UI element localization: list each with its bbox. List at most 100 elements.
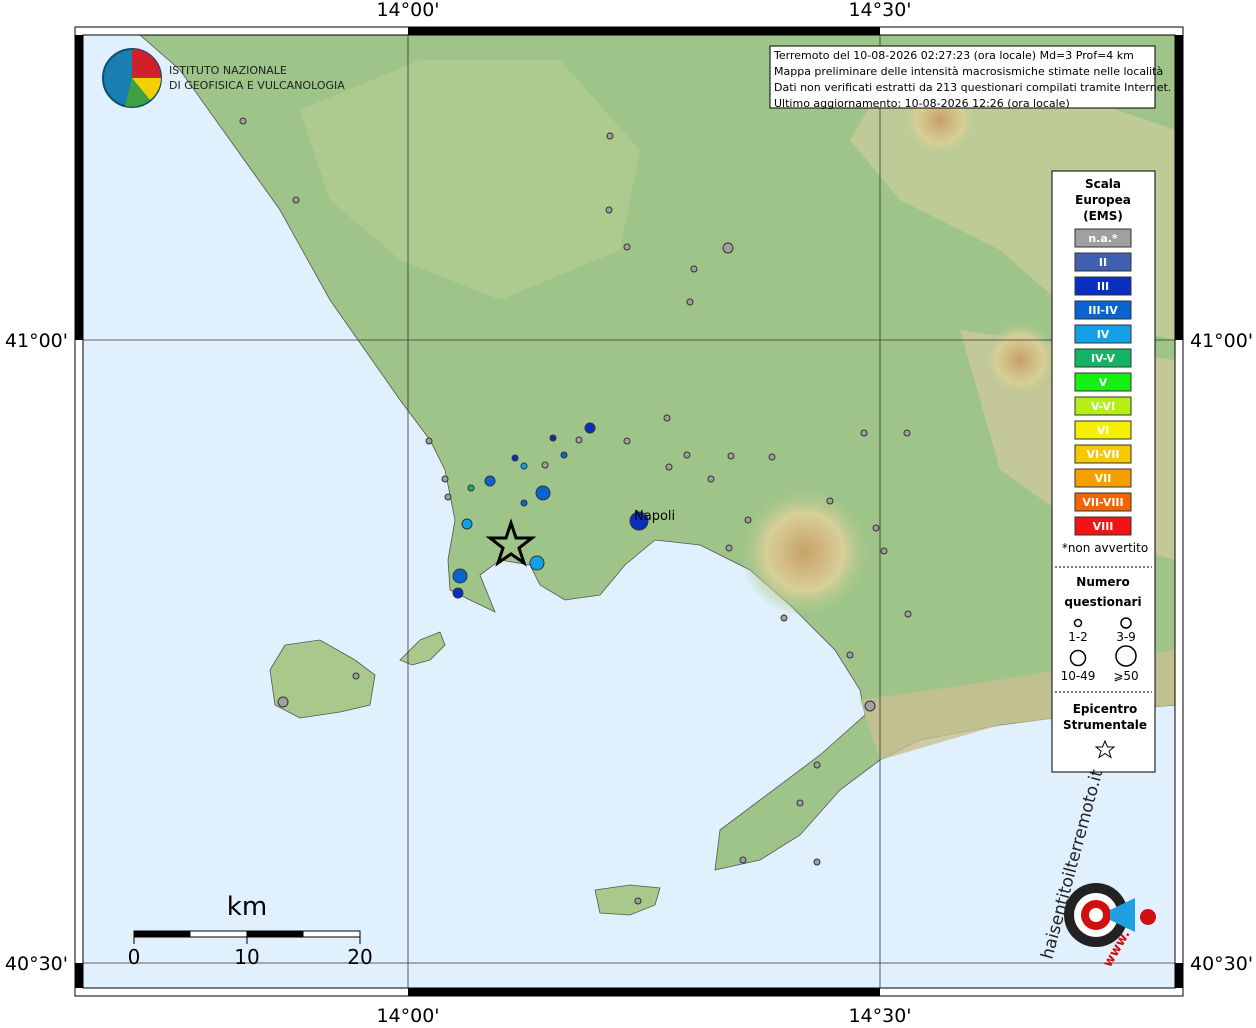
observation-point <box>452 568 468 584</box>
logo-text: DI GEOFISICA E VULCANOLOGIA <box>169 79 345 92</box>
legend-label: IV <box>1097 328 1110 341</box>
axis-label: 41°00' <box>1190 330 1253 352</box>
capri <box>594 884 661 916</box>
observation-point <box>860 429 868 437</box>
place-label: Napoli <box>634 509 675 524</box>
legend-swatch <box>1074 468 1132 488</box>
observation-point <box>511 454 519 462</box>
observation-point <box>623 437 631 445</box>
legend-note: *non avvertito <box>1062 541 1148 555</box>
vesuvio <box>740 487 870 617</box>
legend-swatch <box>1074 372 1132 392</box>
legend-title: Numero <box>1076 575 1129 589</box>
scale-label: 20 <box>347 945 372 969</box>
legend-label: IV-V <box>1091 352 1116 365</box>
observation-point <box>549 434 557 442</box>
observation-point <box>903 429 911 437</box>
axis-label: 14°00' <box>376 0 439 21</box>
observation-point <box>744 516 752 524</box>
observation-point <box>461 518 473 530</box>
info-lines: Terremoto del 10-08-2026 02:27:23 (ora l… <box>773 49 1171 110</box>
legend-star <box>1094 739 1116 759</box>
frame-bar <box>1175 963 1183 988</box>
observation-point <box>535 485 551 501</box>
observation-point <box>575 436 583 444</box>
legend-swatch <box>1074 396 1132 416</box>
legend-label: VIII <box>1093 520 1114 533</box>
axis-label: 40°30' <box>1190 953 1253 975</box>
observation-point <box>725 544 733 552</box>
legend-swatch <box>1074 252 1132 272</box>
axis-label: 14°30' <box>848 0 911 21</box>
axis-label: 14°30' <box>848 1005 911 1024</box>
observation-point <box>520 462 528 470</box>
observation-point <box>707 475 715 483</box>
legend-label: II <box>1099 256 1107 269</box>
legend-size <box>1115 645 1137 667</box>
observation-point <box>441 475 449 483</box>
observation-point <box>813 858 821 866</box>
observation-point <box>904 610 912 618</box>
legend-title: Europea <box>1075 193 1131 207</box>
legend-label: VII <box>1095 472 1112 485</box>
frame-bar <box>75 963 83 988</box>
legend-size <box>1120 617 1132 629</box>
observation-point <box>768 453 776 461</box>
observation-point <box>872 524 880 532</box>
observation-point <box>560 451 568 459</box>
scale-label: 0 <box>128 945 141 969</box>
info-line: Mappa preliminare delle intensità macros… <box>774 65 1163 78</box>
observation-point <box>880 547 888 555</box>
legend-swatch <box>1074 324 1132 344</box>
scale-label: 10 <box>234 945 259 969</box>
procida <box>399 631 446 666</box>
scale-bar <box>133 930 361 944</box>
legend-title: (EMS) <box>1083 209 1123 223</box>
legend-swatch <box>1074 348 1132 368</box>
observation-point <box>484 475 496 487</box>
observation-point <box>277 696 289 708</box>
legend-swatch <box>1074 228 1132 248</box>
legend-size-label: 3-9 <box>1116 630 1136 644</box>
legend-label: VI <box>1097 424 1110 437</box>
frame-bar <box>408 988 880 996</box>
scale-unit: km <box>227 892 267 922</box>
relief <box>980 320 1060 400</box>
observation-point <box>529 555 545 571</box>
legend-label: III-IV <box>1088 304 1118 317</box>
info-line: Ultimo aggiornamento: 10-08-2026 12:26 (… <box>774 97 1070 110</box>
info-line: Dati non verificati estratti da 213 ques… <box>774 81 1171 94</box>
info-box <box>769 45 1156 109</box>
observation-point <box>780 614 788 622</box>
observation-point <box>813 761 821 769</box>
legend-swatch <box>1074 420 1132 440</box>
legend-title: questionari <box>1064 595 1141 609</box>
observation-point <box>629 511 649 531</box>
observation-point <box>452 587 464 599</box>
legend-swatch <box>1074 276 1132 296</box>
legend-swatch <box>1074 300 1132 320</box>
observation-point <box>623 243 631 251</box>
info-line: Terremoto del 10-08-2026 02:27:23 (ora l… <box>773 49 1134 62</box>
legend-size-label: 10-49 <box>1061 669 1096 683</box>
legend-label: n.a.* <box>1088 232 1118 245</box>
observation-point <box>722 242 734 254</box>
observation-point <box>584 422 596 434</box>
observation-point <box>425 437 433 445</box>
axis-label: 40°30' <box>5 953 68 975</box>
legend-label: VI-VII <box>1086 448 1119 461</box>
observation-points <box>239 117 912 905</box>
legend-size-label: 1-2 <box>1068 630 1088 644</box>
observation-point <box>541 461 549 469</box>
observation-point <box>239 117 247 125</box>
legend-label: III <box>1097 280 1109 293</box>
observation-point <box>467 484 475 492</box>
observation-point <box>846 651 854 659</box>
legend-label: V <box>1099 376 1108 389</box>
observation-point <box>690 265 698 273</box>
legend-label: VII-VIII <box>1082 496 1123 509</box>
observation-point <box>520 499 528 507</box>
axis-label: 41°00' <box>5 330 68 352</box>
